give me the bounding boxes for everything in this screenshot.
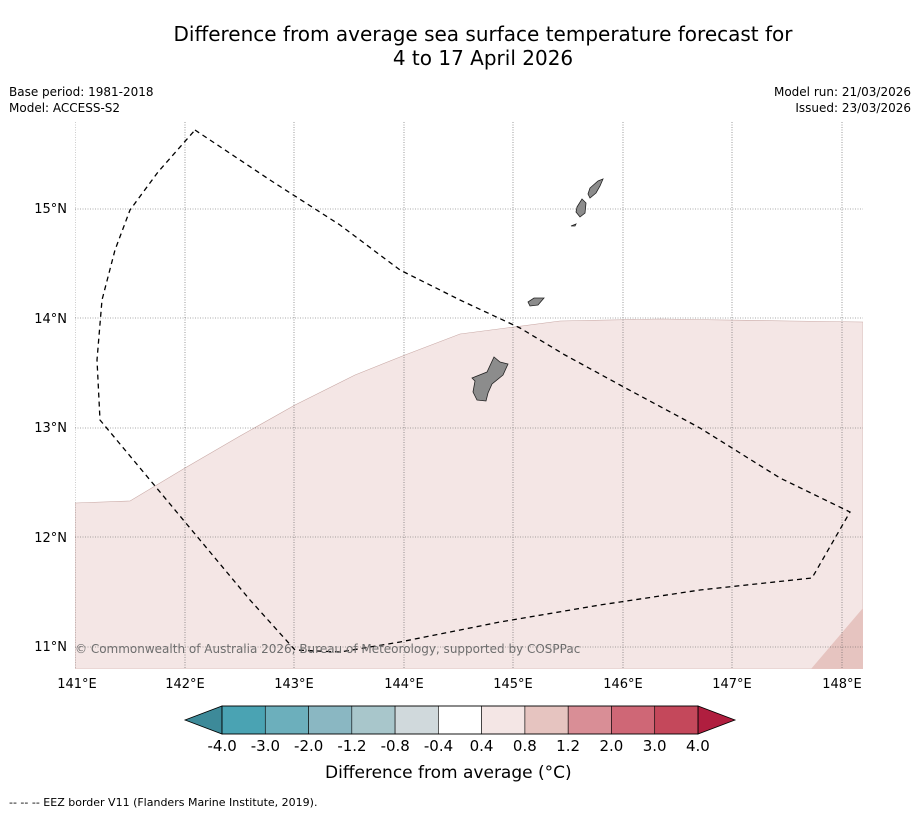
cb-label-5: -0.4	[423, 737, 454, 755]
eez-legend: -- -- -- EEZ border V11 (Flanders Marine…	[9, 796, 318, 809]
model-run: Model run: 21/03/2026	[773, 85, 911, 99]
lon-label-147: 147°E	[712, 677, 752, 692]
base-period: Base period: 1981-2018	[9, 85, 154, 99]
lon-labels: 141°E 142°E 143°E 144°E 145°E 146°E 147°…	[57, 677, 862, 692]
title-line-2: 4 to 17 April 2026	[392, 46, 574, 70]
cb-label-9: 2.0	[599, 737, 624, 755]
meta-right: Model run: 21/03/2026 Issued: 23/03/2026	[774, 84, 911, 116]
lat-label-13: 13°N	[34, 421, 67, 436]
colorbar-box-3	[351, 705, 396, 735]
title-line-1: Difference from average sea surface temp…	[173, 22, 793, 46]
issued-date: Issued: 23/03/2026	[795, 101, 911, 115]
island-saipan	[587, 178, 604, 199]
cb-label-4: -0.8	[380, 737, 410, 755]
colorbar	[183, 705, 737, 735]
island-rota	[527, 297, 545, 307]
colorbar-over-arrow	[697, 705, 737, 735]
cb-label-3: -1.2	[337, 737, 367, 755]
meta-left: Base period: 1981-2018 Model: ACCESS-S2	[9, 84, 154, 116]
island-guam	[471, 356, 509, 402]
islands	[471, 178, 604, 402]
colorbar-box-0	[221, 705, 266, 735]
anomaly-region-light	[75, 318, 863, 669]
colorbar-box-10	[654, 705, 699, 735]
colorbar-box-5	[438, 705, 482, 735]
colorbar-outline	[221, 705, 699, 735]
lat-label-12: 12°N	[34, 531, 67, 546]
colorbar-box-9	[611, 705, 656, 735]
colorbar-box-7	[524, 705, 569, 735]
lon-label-145: 145°E	[493, 677, 533, 692]
map-title: Difference from average sea surface temp…	[0, 22, 919, 70]
lon-label-148: 148°E	[822, 677, 862, 692]
colorbar-under-arrow	[183, 705, 223, 735]
lat-label-14: 14°N	[34, 312, 67, 327]
lat-label-11: 11°N	[34, 640, 67, 655]
eez-border	[96, 129, 851, 653]
cb-label-2: -2.0	[294, 737, 324, 755]
cb-label-6: 0.4	[469, 737, 494, 755]
colorbar-box-4	[394, 705, 439, 735]
colorbar-box-2	[308, 705, 353, 735]
island-tinian	[575, 198, 587, 218]
colorbar-box-6	[481, 705, 526, 735]
map-layers	[75, 122, 863, 669]
colorbar-title: Difference from average (°C)	[325, 763, 572, 783]
model-name: Model: ACCESS-S2	[9, 101, 121, 115]
cb-label-1: -3.0	[250, 737, 281, 755]
lat-label-15: 15°N	[34, 202, 67, 217]
lon-label-144: 144°E	[384, 677, 424, 692]
cb-label-7: 0.8	[512, 737, 537, 755]
lat-labels: 15°N 14°N 13°N 12°N 11°N	[34, 202, 67, 655]
island-aguijan	[570, 223, 577, 227]
lon-label-142: 142°E	[165, 677, 205, 692]
lon-label-143: 143°E	[274, 677, 314, 692]
anomaly-region-medium	[811, 608, 863, 669]
cb-label-10: 3.0	[642, 737, 667, 755]
colorbar-box-1	[264, 705, 309, 735]
cb-label-0: -4.0	[207, 737, 237, 755]
cb-label-11: 4.0	[686, 737, 710, 755]
copyright-notice: © Commonwealth of Australia 2026, Bureau…	[75, 642, 580, 656]
gridlines	[75, 122, 863, 669]
lon-label-141: 141°E	[57, 677, 97, 692]
lon-label-146: 146°E	[603, 677, 643, 692]
colorbar-box-8	[567, 705, 612, 735]
cb-label-8: 1.2	[556, 737, 581, 755]
